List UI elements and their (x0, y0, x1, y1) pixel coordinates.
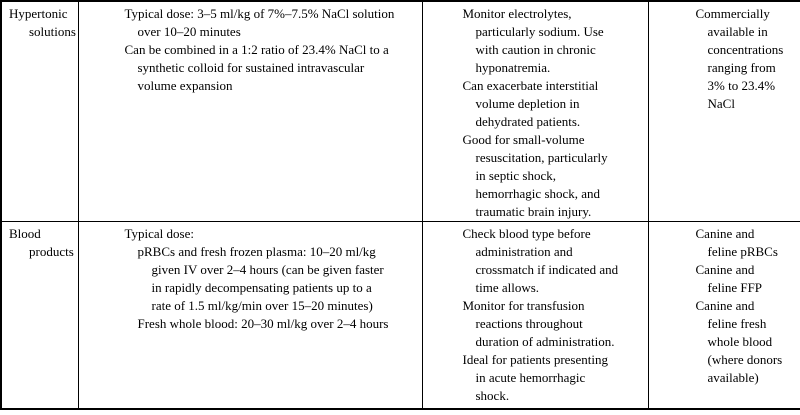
cell-line: Can exacerbate interstitial (462, 78, 599, 93)
cell-line: Canine and (695, 298, 755, 313)
cell-line: concentrations (707, 42, 784, 57)
blood-products-typical-dose-cell: Typical dose: pRBCs and fresh frozen plas… (77, 221, 423, 409)
cell-line: Check blood type before (462, 226, 591, 241)
cell-line: Can be combined in a 1:2 ratio of 23.4% … (124, 42, 389, 57)
cell-line: feline FFP (707, 280, 763, 295)
cell-line: Canine and (695, 226, 755, 241)
blood-products-availability-cell: Canine and feline pRBCs Canine and feline F… (647, 221, 800, 409)
cell-line: feline pRBCs (707, 244, 778, 259)
cell-line: Monitor for transfusion (462, 298, 585, 313)
cell-line: Blood (9, 226, 41, 241)
table-row-blood-products: Blood products Typical dose: pRBCs and fres… (0, 221, 800, 409)
cell-line: administration and (475, 244, 573, 259)
hypertonic-solutions-typical-dose-cell: Typical dose: 3–5 ml/kg of 7%–7.5% NaCl … (77, 0, 423, 222)
hypertonic-solutions-fluid-type-cell: Hypertonic solutions (0, 0, 79, 222)
cell-line: resuscitation, particularly (475, 150, 608, 165)
cell-line: hyponatremia. (475, 60, 551, 75)
cell-line: products (29, 244, 74, 259)
cell-line: pRBCs and fresh frozen plasma: 10–20 ml/… (137, 244, 376, 259)
cell-line: Typical dose: 3–5 ml/kg of 7%–7.5% NaCl … (124, 6, 395, 21)
cell-line: Typical dose: (124, 226, 195, 241)
cell-line: solutions (29, 24, 76, 39)
cell-line: Fresh whole blood: 20–30 ml/kg over 2–4 … (137, 316, 389, 331)
cell-line: ranging from (707, 60, 776, 75)
cell-line: reactions throughout (475, 316, 583, 331)
cell-line: whole blood (707, 334, 773, 349)
cell-line: Commercially (695, 6, 770, 21)
cell-line: feline fresh (707, 316, 767, 331)
cell-line: (where donors (707, 352, 783, 367)
cell-line: over 10–20 minutes (137, 24, 241, 39)
cell-line: Monitor electrolytes, (462, 6, 572, 21)
cell-line: crossmatch if indicated and (475, 262, 619, 277)
cell-line: Ideal for patients presenting (462, 352, 608, 367)
cell-line: Canine and (695, 262, 755, 277)
table-row-hypertonic-solutions: Hypertonic solutions Typical dose: 3–5 ml/… (0, 0, 800, 222)
cell-line: volume depletion in (475, 96, 580, 111)
cell-line: time allows. (475, 280, 540, 295)
cell-line: given IV over 2–4 hours (can be given fa… (151, 262, 384, 277)
cell-line: with caution in chronic (475, 42, 596, 57)
cell-line: available) (707, 370, 759, 385)
cell-line: available in (707, 24, 768, 39)
cell-line: rate of 1.5 ml/kg/min over 15–20 minutes… (151, 298, 373, 313)
hypertonic-solutions-availability-cell: Commercially available in concentrations ra… (647, 0, 800, 222)
cell-line: Hypertonic (9, 6, 68, 21)
cell-line: dehydrated patients. (475, 114, 581, 129)
cell-line: hemorrhagic shock, and (475, 186, 601, 201)
cell-line: in acute hemorrhagic (475, 370, 586, 385)
cell-line: particularly sodium. Use (475, 24, 604, 39)
hypertonic-solutions-monitoring-notes-cell: Monitor electrolytes, particularly sodium… (421, 0, 649, 222)
blood-products-fluid-type-cell: Blood products (0, 221, 79, 409)
cell-line: in septic shock, (475, 168, 557, 183)
cell-line: traumatic brain injury. (475, 204, 592, 219)
cell-line: duration of administration. (475, 334, 615, 349)
cell-line: 3% to 23.4% (707, 78, 776, 93)
blood-products-monitoring-notes-cell: Check blood type before administration an… (421, 221, 649, 409)
cell-line: Good for small-volume (462, 132, 585, 147)
cell-line: NaCl (707, 96, 735, 111)
cell-line: volume expansion (137, 78, 233, 93)
cell-line: synthetic colloid for sustained intravas… (137, 60, 365, 75)
cell-line: shock. (475, 388, 510, 403)
cell-line: in rapidly decompensating patients up to… (151, 280, 372, 295)
